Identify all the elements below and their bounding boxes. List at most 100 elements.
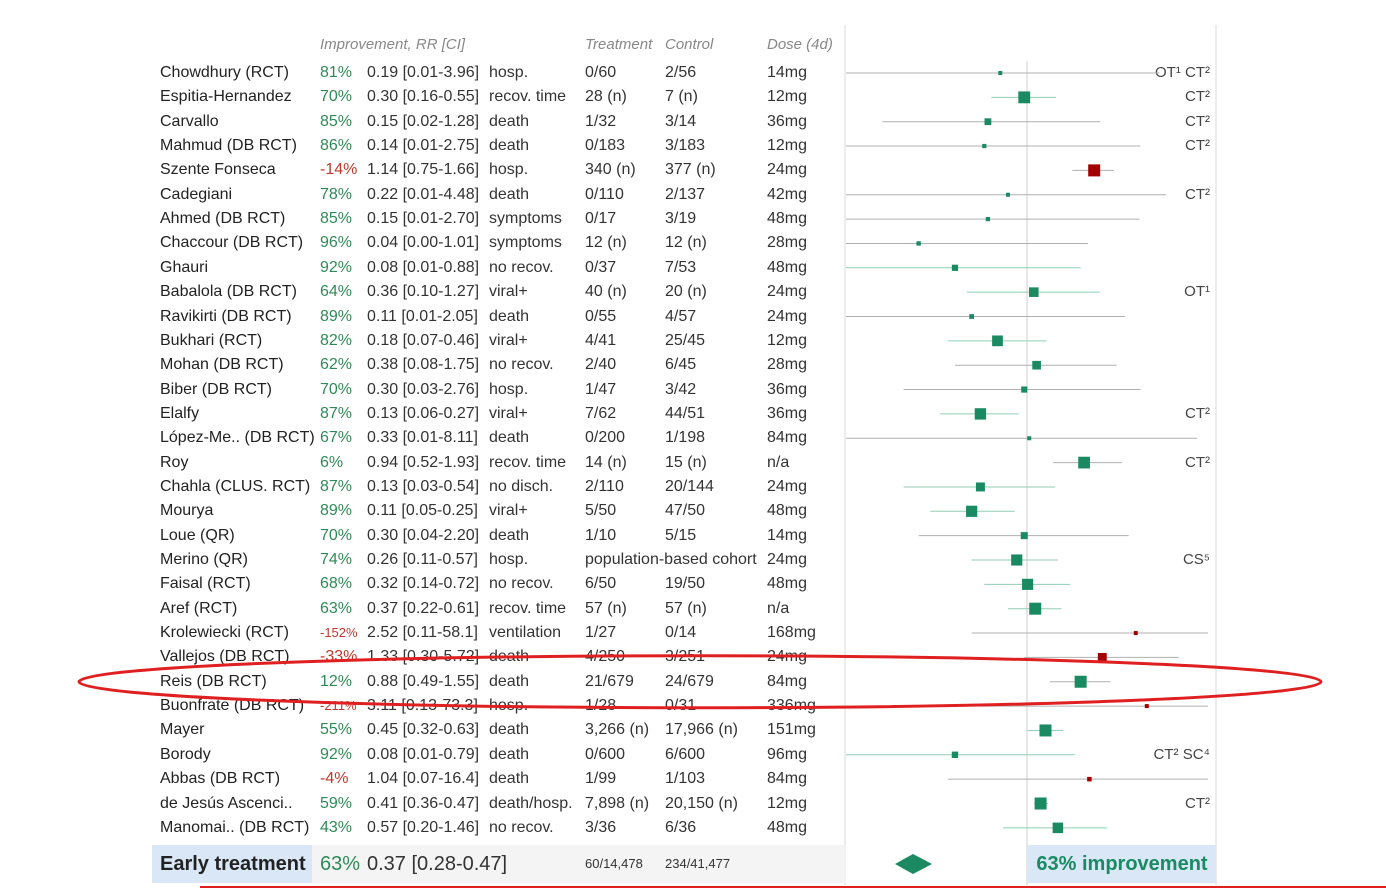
study-rr-ci: 0.19 [0.01-3.96] [367, 64, 480, 81]
study-note: CT² [1185, 404, 1210, 422]
study-rr-ci: 0.88 [0.49-1.55] [367, 672, 480, 690]
study-control: 47/50 [665, 502, 706, 520]
study-outcome: viral+ [489, 404, 528, 422]
study-name: Babalola (DB RCT) [160, 283, 297, 301]
study-control: 3/183 [665, 137, 706, 155]
study-note: CT² SC⁴ [1153, 745, 1210, 763]
study-control: 20,150 (n) [665, 794, 738, 812]
study-improvement: 43% [320, 818, 353, 836]
study-rr-ci: 0.18 [0.07-0.46] [367, 331, 480, 349]
study-outcome: no recov. [489, 258, 554, 276]
study-dose: 12mg [767, 331, 808, 349]
study-treatment: 1/32 [585, 112, 617, 130]
point-estimate [1011, 554, 1023, 566]
study-rr-ci: 0.57 [0.20-1.46] [367, 818, 480, 836]
summary-treatment: 60/14,478 [585, 856, 643, 871]
study-improvement: 67% [320, 429, 353, 447]
study-improvement: 62% [320, 356, 353, 374]
study-control: 20/144 [665, 477, 714, 495]
study-rr-ci: 0.36 [0.10-1.27] [367, 283, 480, 301]
study-dose: 36mg [767, 380, 808, 398]
study-control: 1/198 [665, 429, 706, 447]
study-note: OT¹ [1184, 283, 1210, 301]
study-row: Chowdhury (RCT) 81% 0.19 [0.01-3.96] hosp. 0… [0, 61, 1386, 85]
study-dose: 14mg [767, 526, 808, 544]
study-improvement: 59% [320, 794, 353, 812]
study-control: 2/56 [665, 64, 697, 81]
study-control: 3/19 [665, 210, 697, 228]
study-improvement: -4% [320, 770, 349, 788]
point-estimate [1088, 164, 1101, 177]
highlight-ellipse [77, 654, 1323, 710]
study-dose: 24mg [767, 307, 808, 325]
study-treatment: 2/40 [585, 356, 617, 374]
study-note: CT² [1185, 112, 1210, 130]
header-control: Control [665, 36, 714, 53]
study-dose: n/a [767, 453, 790, 471]
study-outcome: death [489, 526, 530, 544]
study-name: Chahla (CLUS. RCT) [160, 477, 311, 495]
study-treatment: 21/679 [585, 672, 634, 690]
point-estimate [1097, 652, 1107, 662]
study-row: Ahmed (DB RCT) 85% 0.15 [0.01-2.70] symptom… [0, 207, 1386, 231]
study-rr-ci: 1.04 [0.07-16.4] [367, 770, 480, 788]
study-improvement: 63% [320, 599, 353, 617]
study-note: CT² [1185, 453, 1210, 471]
point-estimate [1018, 91, 1031, 104]
study-name: Ravikirti (DB RCT) [160, 307, 292, 325]
summary-result: 63% improvement [1028, 845, 1216, 883]
study-name: Ghauri [160, 258, 209, 276]
point-estimate [982, 143, 987, 149]
study-rr-ci: 0.30 [0.03-2.76] [367, 380, 480, 398]
study-improvement: 81% [320, 64, 353, 81]
summary-row: Early treatment 63% 0.37 [0.28-0.47] 60/… [0, 845, 1386, 883]
study-row: Bukhari (RCT) 82% 0.18 [0.07-0.46] viral+ 4/… [0, 329, 1386, 353]
study-outcome: viral+ [489, 331, 528, 349]
study-row: de Jesús Ascenci.. 59% 0.41 [0.36-0.47] dea… [0, 792, 1386, 816]
study-control: 7/53 [665, 258, 697, 276]
study-treatment: 1/99 [585, 770, 617, 788]
study-name: Chaccour (DB RCT) [160, 234, 304, 252]
study-dose: 12mg [767, 137, 808, 155]
point-estimate [1029, 602, 1042, 615]
study-note: CT² [1185, 185, 1210, 203]
study-treatment: 0/110 [585, 185, 624, 203]
study-treatment: 3,266 (n) [585, 721, 650, 739]
study-name: Faisal (RCT) [160, 575, 251, 593]
study-rr-ci: 2.52 [0.11-58.1] [367, 624, 478, 642]
header-treatment: Treatment [585, 36, 653, 53]
study-control: 6/36 [665, 818, 697, 836]
study-improvement: 70% [320, 88, 353, 106]
study-improvement: 89% [320, 307, 353, 325]
study-row: López-Me.. (DB RCT) 67% 0.33 [0.01-8.11] de… [0, 426, 1386, 450]
study-name: Vallejos (DB RCT) [160, 648, 290, 666]
study-rr-ci: 0.13 [0.06-0.27] [367, 404, 480, 422]
study-row: Chahla (CLUS. RCT) 87% 0.13 [0.03-0.54] no … [0, 475, 1386, 499]
study-dose: 12mg [767, 88, 808, 106]
study-rr-ci: 0.41 [0.36-0.47] [367, 794, 480, 812]
study-dose: 48mg [767, 502, 808, 520]
study-note: OT¹ CT² [1155, 64, 1210, 81]
study-improvement: 82% [320, 331, 353, 349]
study-treatment: 0/183 [585, 137, 626, 155]
study-outcome: hosp. [489, 161, 529, 179]
study-control: 57 (n) [665, 599, 707, 617]
study-dose: 24mg [767, 551, 808, 568]
study-treatment: 7,898 (n) [585, 794, 650, 812]
study-dose: 36mg [767, 112, 808, 130]
study-row: Ghauri 92% 0.08 [0.01-0.88] no recov. 0/37 7/… [0, 256, 1386, 280]
study-outcome: no disch. [489, 477, 554, 495]
study-control: 6/600 [665, 745, 706, 763]
point-estimate [1144, 704, 1149, 709]
study-dose: 151mg [767, 721, 816, 739]
study-control: 44/51 [665, 404, 706, 422]
study-outcome: symptoms [489, 234, 562, 252]
study-rr-ci: 0.04 [0.00-1.01] [367, 234, 480, 252]
study-improvement: 6% [320, 453, 344, 471]
study-improvement: 96% [320, 234, 353, 252]
study-name: Biber (DB RCT) [160, 380, 273, 398]
study-improvement: 64% [320, 283, 353, 301]
study-name: Borody [160, 745, 211, 763]
study-dose: 48mg [767, 258, 808, 276]
point-estimate [916, 241, 921, 246]
